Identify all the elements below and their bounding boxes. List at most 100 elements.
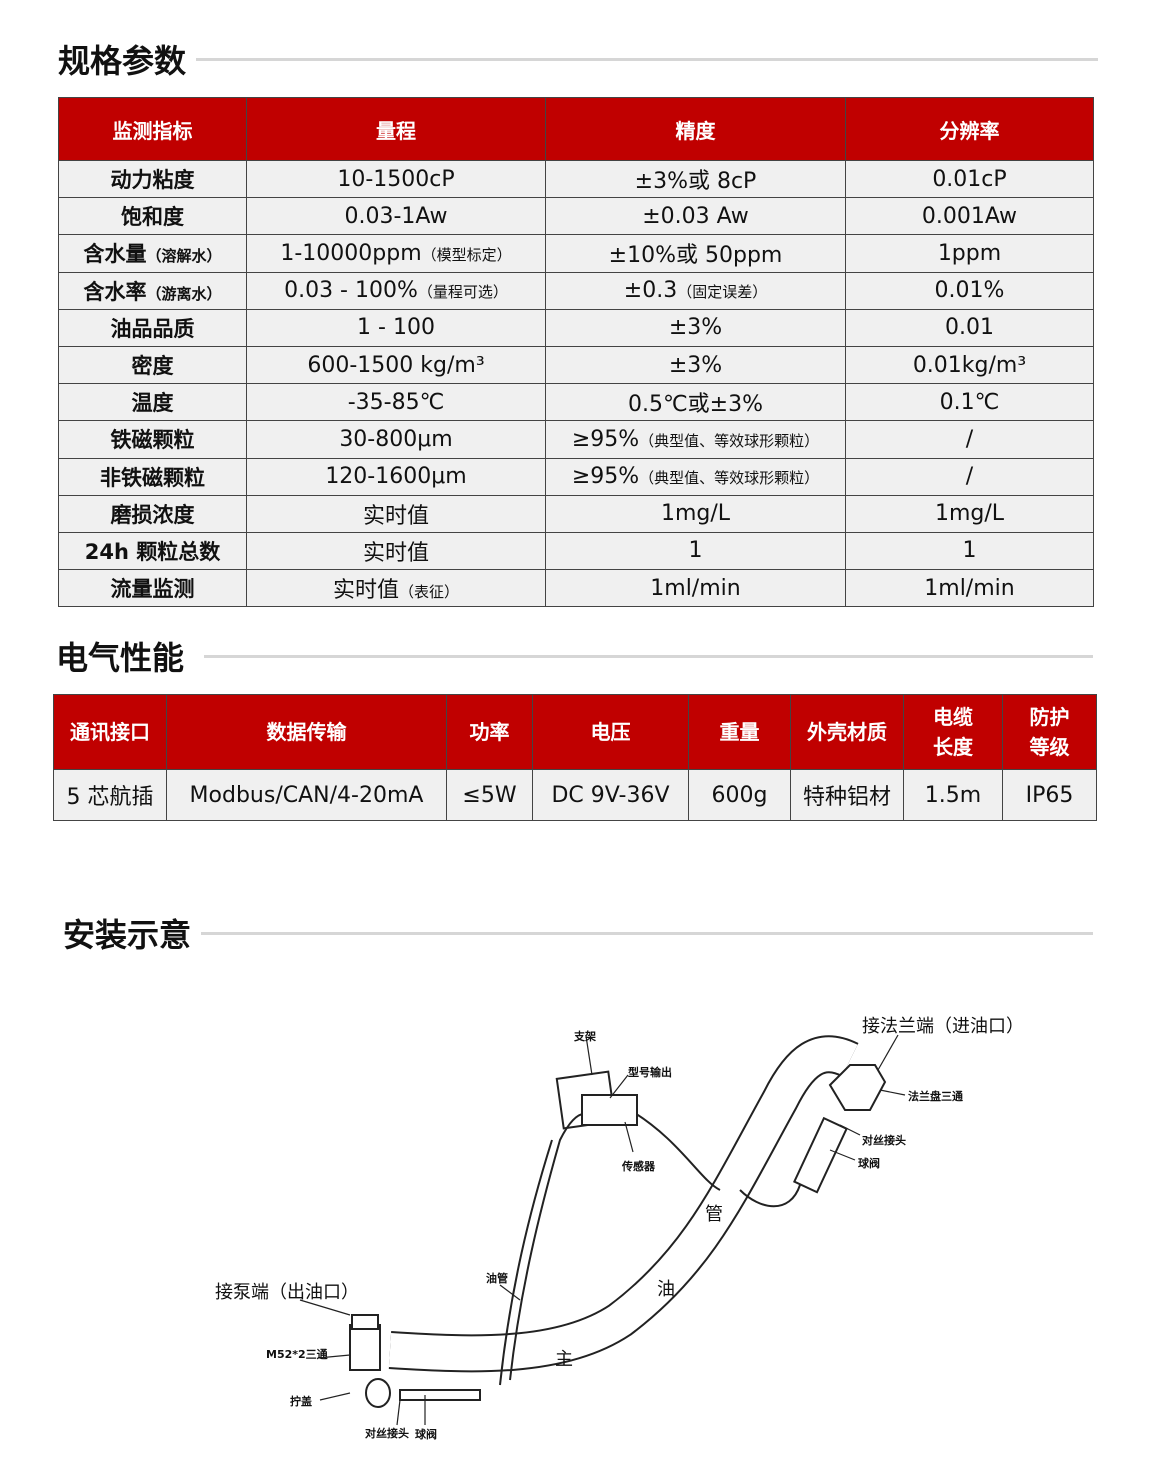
cell: 1ml/min: [545, 569, 846, 608]
cell-value: 120-1600μm: [325, 464, 467, 490]
cell: 1mg/L: [545, 494, 846, 533]
divider: [196, 57, 1098, 61]
table-row: 动力粘度 10-1500cP ±3%或 8cP 0.01cP: [58, 159, 1094, 199]
cell-value: ±0.03 Aw: [642, 203, 749, 229]
metric-name: 温度: [58, 383, 247, 422]
cell-value: 非铁磁颗粒: [100, 465, 205, 490]
cell: 1: [545, 531, 846, 571]
cell: /: [845, 420, 1094, 459]
cell-value: 0.1℃: [939, 389, 1000, 415]
metric-name: 24h 颗粒总数: [58, 531, 247, 571]
table-row: 流量监测 实时值（表征） 1ml/min 1ml/min: [58, 569, 1094, 608]
cell: ±3%: [545, 345, 846, 385]
table-row: 饱和度 0.03-1Aw ±0.03 Aw 0.001Aw: [58, 197, 1094, 236]
metric-name: 含水量（溶解水）: [58, 234, 247, 273]
cell-value: ≥95%: [571, 464, 640, 490]
table-row: 含水率（游离水） 0.03 - 100%（量程可选） ±0.3（固定误差） 0.01%: [58, 271, 1094, 310]
cell: Modbus/CAN/4-20mA: [166, 769, 447, 821]
header-text: 数据传输: [266, 720, 347, 744]
label-bracket: 支架: [573, 1029, 596, 1043]
cell: 1: [845, 531, 1094, 571]
cell: -35-85℃: [246, 383, 546, 422]
divider: [201, 931, 1093, 935]
metric-name: 饱和度: [58, 197, 247, 236]
cell-value: 1: [688, 538, 703, 564]
section-electrical: 电气性能: [56, 633, 1093, 679]
metric-name: 铁磁颗粒: [58, 420, 247, 459]
cell-value: 1ml/min: [650, 575, 741, 601]
cell-value: 实时值: [362, 503, 429, 529]
label-tee: M52*2三通: [266, 1348, 328, 1361]
cell-value: ±3%或 8cP: [634, 169, 757, 195]
column-header: 数据传输: [166, 694, 447, 770]
table-row: 非铁磁颗粒 120-1600μm ≥95%（典型值、等效球形颗粒） /: [58, 457, 1094, 496]
metric-name: 油品品质: [58, 308, 247, 347]
cell-value: 磨损浓度: [110, 502, 195, 527]
label-flange-tee: 法兰盘三通: [908, 1089, 963, 1103]
header-text: 防护: [1029, 705, 1070, 729]
label-main: 主: [555, 1349, 573, 1370]
cell-value: 1mg/L: [934, 501, 1005, 527]
header-text: 通讯接口: [70, 720, 150, 744]
table-row: 5 芯航插 Modbus/CAN/4-20mA ≤5W DC 9V-36V 600g 特种…: [53, 769, 1097, 821]
cell-note: （模型标定）: [421, 245, 512, 264]
cell-value: ≥95%: [571, 426, 640, 452]
header-text: 外壳材质: [807, 720, 887, 744]
cell-value: ±3%: [668, 315, 723, 341]
electrical-table: 通讯接口 数据传输 功率 电压 重量 外壳材质 电缆 长度 防护 等级 5 芯航插 Modbus/CA…: [53, 694, 1097, 821]
table-row: 铁磁颗粒 30-800μm ≥95%（典型值、等效球形颗粒） /: [58, 420, 1094, 459]
cell-note: （典型值、等效球形颗粒）: [639, 431, 820, 450]
label-sensor: 传感器: [621, 1159, 656, 1173]
cell-value: ±3%: [668, 352, 723, 378]
cell: 1ppm: [845, 234, 1094, 273]
label-oil-pipe: 油管: [486, 1271, 508, 1285]
cell-note: （溶解水）: [146, 247, 222, 266]
label-valve: 球阀: [415, 1427, 437, 1441]
cell-value: 油品品质: [110, 316, 195, 341]
cell: 0.01cP: [845, 159, 1094, 199]
header-text: 重量: [719, 720, 760, 744]
cell-value: 1ml/min: [924, 575, 1015, 601]
section-title: 规格参数: [58, 42, 187, 80]
flange-tee: [828, 1064, 887, 1111]
cell-value: 1-10000ppm: [280, 240, 422, 266]
cell: 0.01%: [845, 271, 1094, 310]
divider: [204, 654, 1093, 658]
metric-name: 动力粘度: [58, 159, 247, 199]
label-flange-end: 接法兰端（进油口）: [862, 1016, 1024, 1037]
column-header: 电压: [532, 694, 689, 770]
cell-value: 1: [962, 538, 977, 564]
cell: 特种铝材: [790, 769, 904, 821]
label-model-output: 型号输出: [628, 1065, 672, 1079]
cell-value: 24h 颗粒总数: [84, 539, 221, 564]
cell-value: /: [965, 464, 974, 490]
cell: DC 9V-36V: [532, 769, 689, 821]
label-main: 管: [705, 1204, 723, 1225]
sensor: [581, 1094, 638, 1126]
cell-value: 含水量: [83, 242, 147, 267]
label-union: 对丝接头: [365, 1426, 409, 1440]
cell-value: ±10%或 50ppm: [608, 243, 783, 269]
column-header: 量程: [246, 97, 546, 161]
cell: 1mg/L: [845, 494, 1094, 533]
cell: 120-1600μm: [246, 457, 546, 496]
table-row: 含水量（溶解水） 1-10000ppm（模型标定） ±10%或 50ppm 1ppm: [58, 234, 1094, 273]
cell-value: 实时值: [332, 578, 399, 604]
cell: ≥95%（典型值、等效球形颗粒）: [545, 457, 846, 496]
cell-value: 0.03 - 100%: [284, 278, 418, 304]
cell: 1.5m: [903, 769, 1003, 821]
section-title: 电气性能: [56, 639, 185, 677]
section-install: 安装示意: [63, 910, 1093, 956]
table-row: 24h 颗粒总数 实时值 1 1: [58, 531, 1094, 571]
label-union: 对丝接头: [862, 1133, 906, 1147]
cell-value: 0.01%: [934, 278, 1005, 304]
cell-value: 密度: [131, 354, 174, 379]
cell-value: ±0.3: [623, 278, 678, 304]
cell: 600g: [688, 769, 791, 821]
cell: 0.5℃或±3%: [545, 383, 846, 422]
table-row: 密度 600-1500 kg/m³ ±3% 0.01kg/m³: [58, 345, 1094, 385]
cell-value: 铁磁颗粒: [110, 428, 195, 453]
column-header: 监测指标: [58, 97, 247, 161]
column-header: 通讯接口: [53, 694, 167, 770]
